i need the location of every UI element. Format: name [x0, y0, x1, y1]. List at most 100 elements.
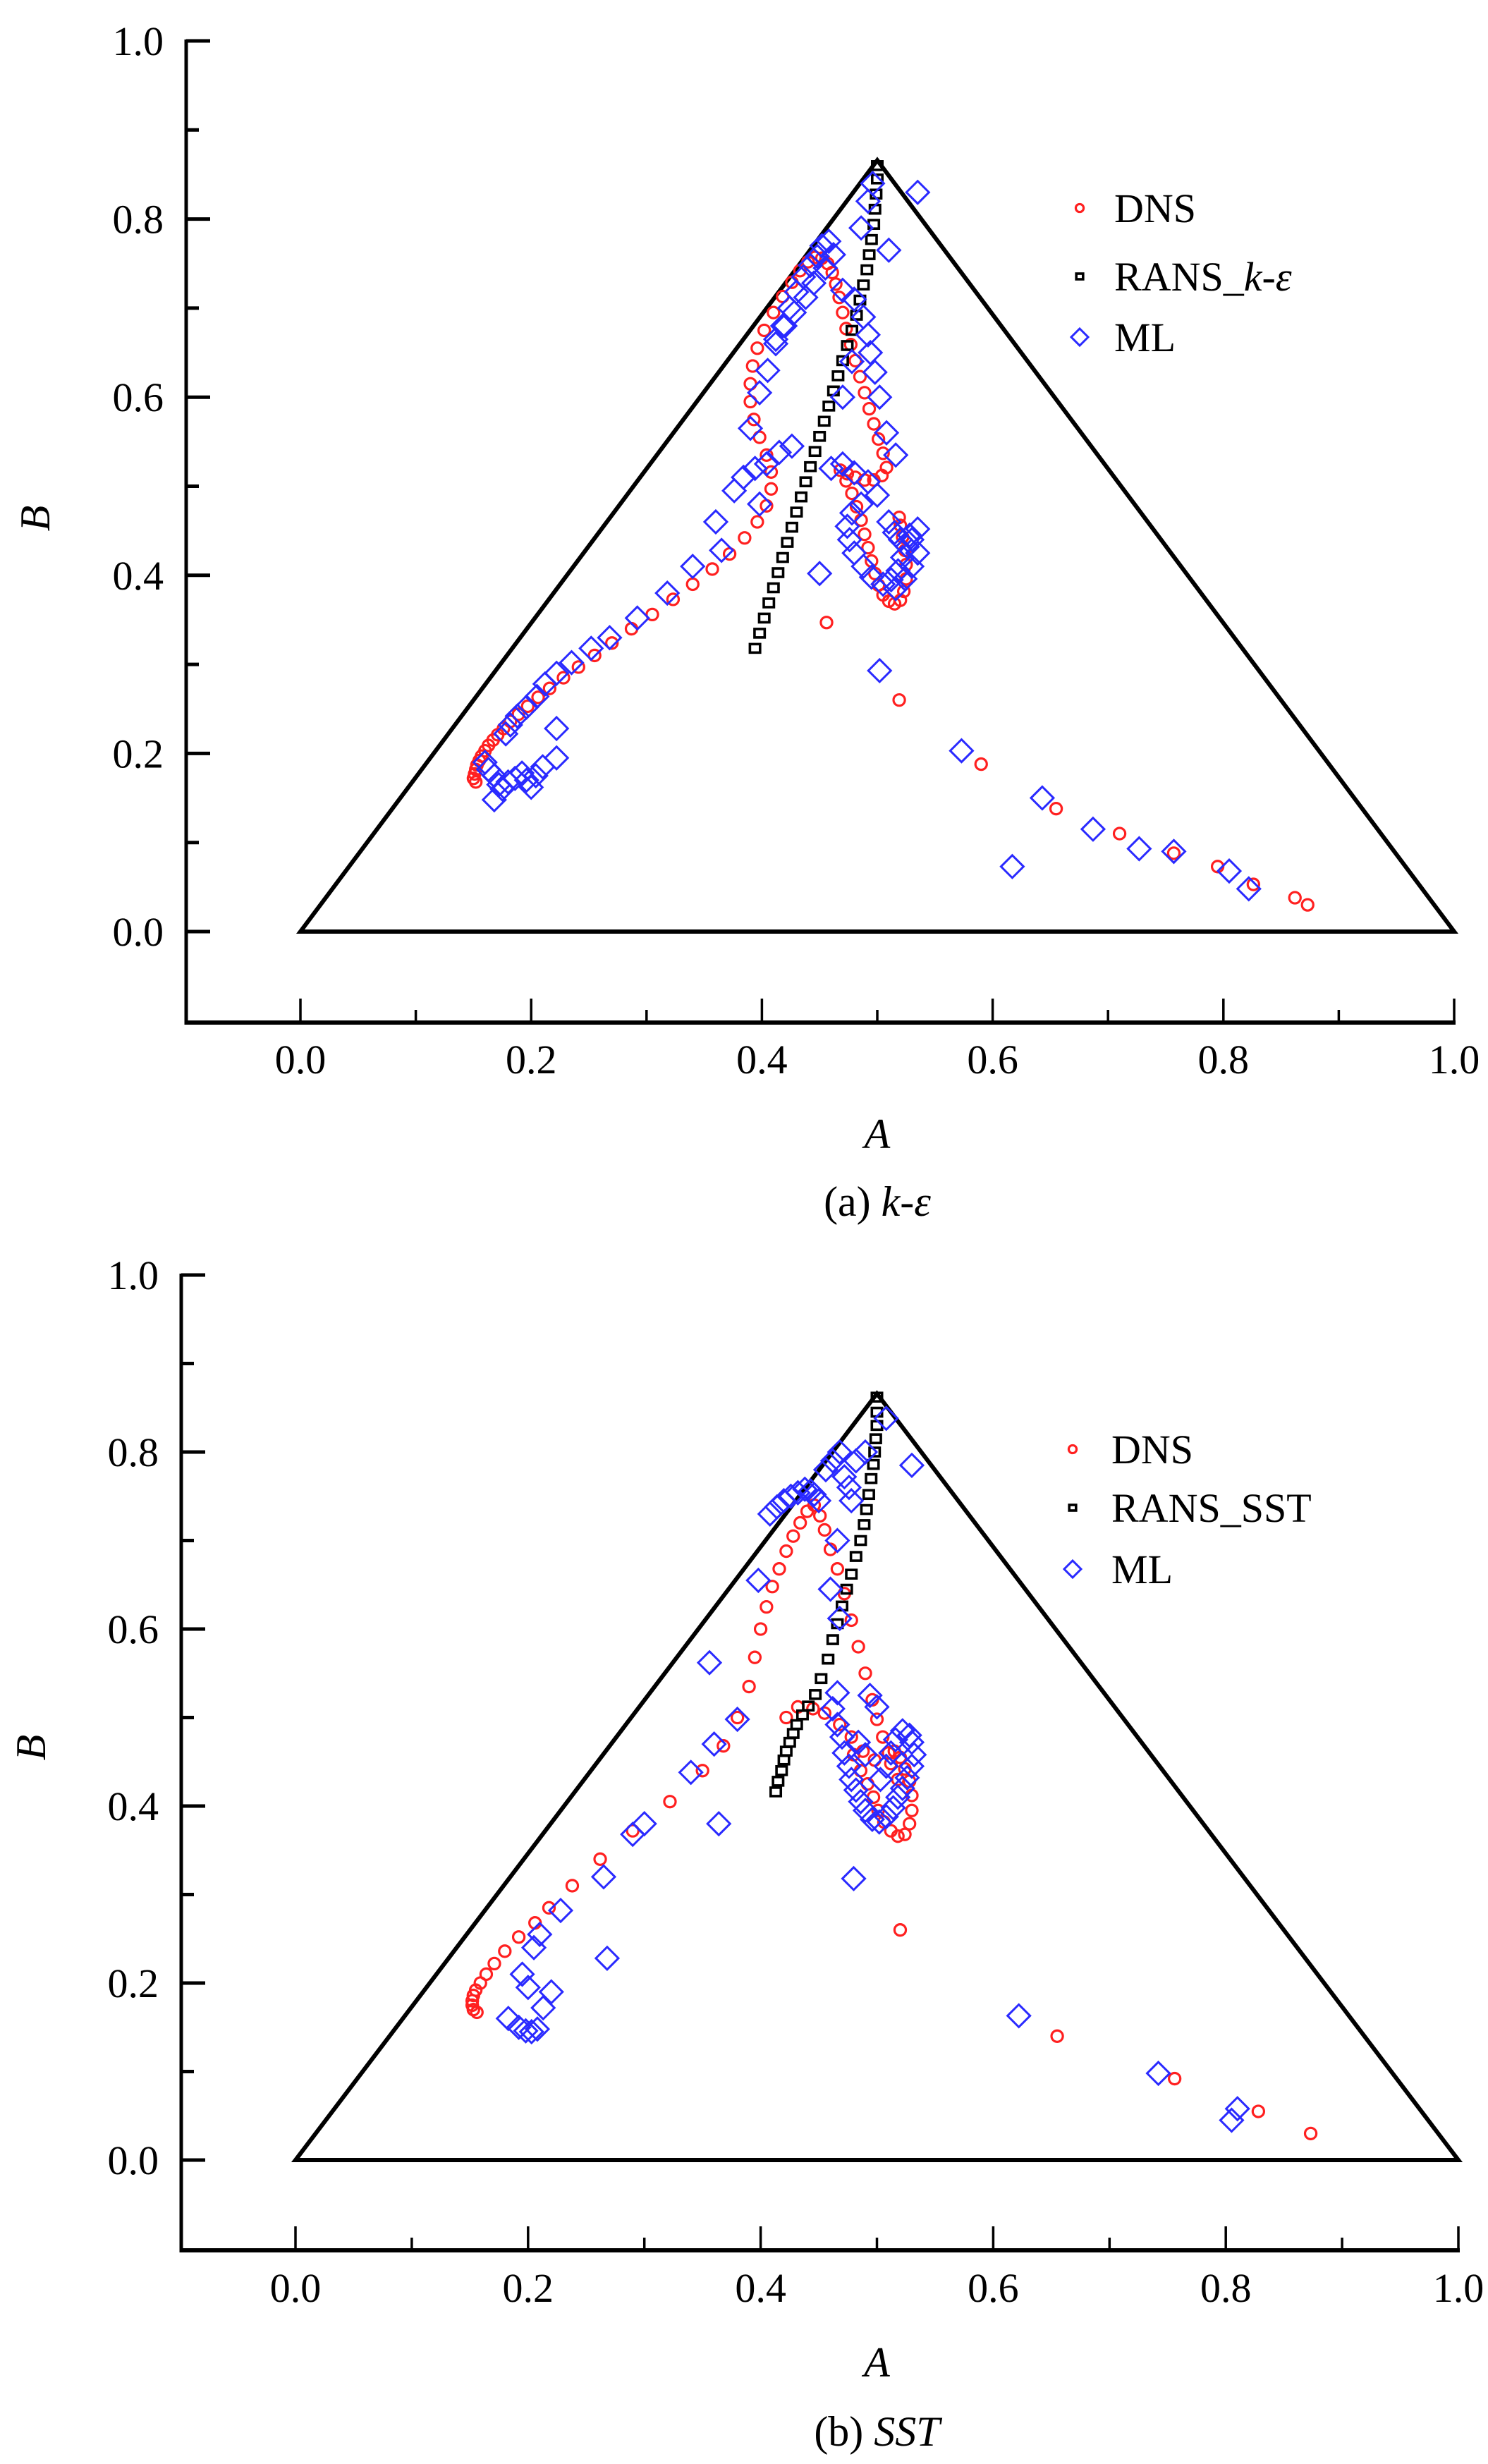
data-point-ml	[594, 1945, 621, 1971]
data-point-dns	[876, 1730, 890, 1744]
data-point-ml	[838, 1487, 865, 1514]
data-point-dns	[867, 417, 881, 431]
legend-marker-dns	[1067, 1444, 1078, 1455]
data-point-rans	[775, 1765, 788, 1776]
data-point-ml	[1161, 838, 1187, 865]
data-point-dns	[753, 1622, 768, 1636]
data-point-rans	[822, 1653, 835, 1665]
data-point-ml	[829, 277, 856, 303]
data-point-ml	[762, 331, 789, 357]
legend-label-model: k-ε	[1244, 254, 1292, 300]
data-point-ml	[831, 1464, 858, 1490]
data-point-dns	[884, 1757, 898, 1771]
data-point-dns	[531, 690, 545, 705]
panel-caption: (b) SST	[814, 2408, 942, 2455]
legend-label-prefix: RANS_	[1111, 1485, 1242, 1531]
data-point-ml	[654, 580, 681, 606]
data-point-dns	[685, 577, 700, 592]
data-point-rans	[846, 324, 859, 336]
data-point-ml	[809, 233, 835, 259]
data-point-rans	[777, 1754, 791, 1766]
data-point-dns	[487, 1956, 501, 1971]
data-point-dns	[757, 323, 772, 338]
data-point-ml	[878, 566, 904, 593]
legend-label-rans: RANS_k-ε	[1114, 254, 1292, 300]
data-point-ml	[819, 1695, 846, 1722]
panel-caption: (a) k-ε	[824, 1178, 931, 1225]
data-point-rans	[785, 521, 798, 533]
data-point-dns	[871, 432, 886, 446]
data-point-dns	[556, 671, 571, 685]
data-point-ml	[678, 1759, 704, 1786]
data-point-ml	[860, 170, 886, 197]
data-point-rans	[854, 1535, 867, 1547]
data-point-ml	[801, 1482, 827, 1508]
y-tick-label: 1.0	[113, 18, 164, 64]
data-point-dns	[858, 527, 872, 542]
data-point-dns	[899, 557, 913, 572]
data-point-dns	[833, 1717, 847, 1732]
data-point-rans	[769, 1786, 783, 1798]
data-point-ml	[737, 415, 764, 441]
data-point-dns	[1112, 827, 1127, 841]
data-point-dns	[542, 681, 557, 695]
data-point-rans	[802, 1700, 815, 1712]
data-point-dns	[892, 693, 906, 707]
data-point-ml	[1080, 816, 1106, 842]
data-point-ml	[867, 657, 893, 684]
legend-marker-ml	[1069, 327, 1090, 348]
data-point-ml	[852, 1439, 879, 1465]
data-point-ml	[524, 2016, 551, 2042]
data-point-dns	[716, 1738, 731, 1753]
data-point-dns	[1288, 891, 1302, 905]
data-point-ml	[949, 738, 975, 764]
data-point-dns	[511, 1930, 526, 1944]
data-point-ml	[624, 605, 650, 631]
data-point-dns	[1050, 2029, 1064, 2043]
x-tick-label: 0.8	[1200, 2265, 1252, 2311]
data-point-rans	[850, 310, 863, 321]
data-point-ml	[818, 456, 844, 482]
y-tick-label: 0.4	[108, 1783, 159, 1829]
series-rans	[769, 1391, 884, 1798]
data-point-rans	[748, 642, 762, 654]
data-point-ml	[524, 683, 550, 709]
y-tick-label: 1.0	[108, 1252, 159, 1298]
data-point-dns	[520, 699, 535, 714]
data-point-ml	[836, 527, 862, 553]
data-point-ml	[709, 537, 735, 563]
data-point-ml	[836, 1753, 862, 1779]
data-point-dns	[893, 1923, 908, 1937]
data-point-ml	[817, 1576, 843, 1602]
data-point-rans	[870, 1391, 884, 1403]
data-point-ml	[883, 575, 909, 602]
data-point-ml	[747, 379, 773, 406]
x-tick-label: 0.4	[735, 2265, 786, 2311]
data-point-rans	[817, 415, 831, 427]
data-point-dns	[844, 1613, 858, 1628]
data-point-dns	[819, 616, 834, 630]
data-point-dns	[903, 1817, 917, 1831]
data-point-dns	[511, 707, 525, 721]
legend-label-dns: DNS	[1111, 1427, 1193, 1472]
y-tick-label: 0.0	[108, 2137, 159, 2183]
data-point-rans	[871, 160, 884, 171]
x-tick-label: 0.2	[503, 2265, 554, 2311]
data-point-ml	[838, 1767, 865, 1793]
data-point-ml	[876, 237, 902, 263]
data-point-dns	[779, 1544, 793, 1559]
data-point-rans	[868, 1446, 882, 1458]
data-point-dns	[745, 359, 760, 373]
data-point-ml	[852, 1742, 879, 1768]
data-point-ml	[724, 1706, 750, 1733]
data-point-ml	[898, 554, 925, 580]
data-point-ml	[1224, 2096, 1250, 2122]
data-point-ml	[876, 508, 902, 535]
legend-marker-rans	[1075, 272, 1085, 281]
data-point-dns	[565, 1879, 580, 1893]
data-point-ml	[889, 1718, 915, 1744]
data-point-ml	[867, 1767, 894, 1793]
data-point-dns	[829, 277, 843, 291]
data-point-ml	[513, 2018, 539, 2044]
data-point-dns	[849, 499, 864, 514]
